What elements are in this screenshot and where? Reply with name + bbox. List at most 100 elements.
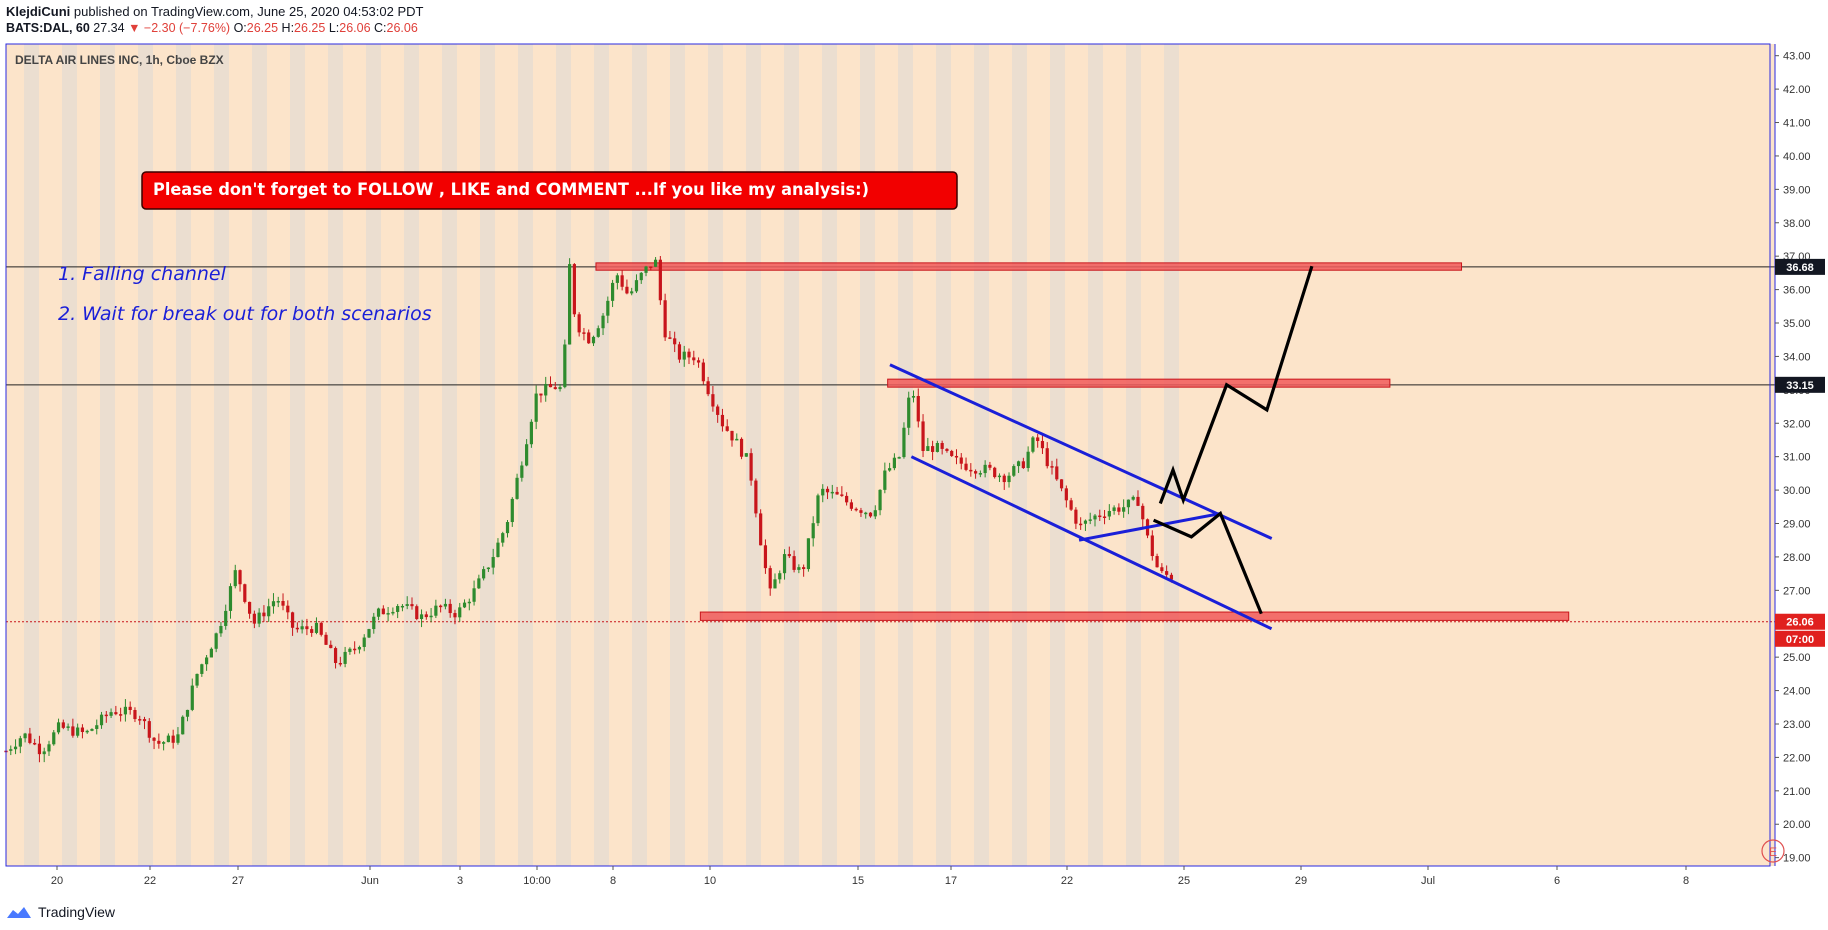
candle-body[interactable] <box>1165 571 1169 575</box>
candle-body[interactable] <box>462 602 467 608</box>
candle-body[interactable] <box>663 300 667 338</box>
candle-body[interactable] <box>353 648 357 651</box>
candle-body[interactable] <box>290 612 295 628</box>
candle-body[interactable] <box>835 491 839 495</box>
candle-body[interactable] <box>797 567 801 570</box>
candle-body[interactable] <box>276 601 280 603</box>
channel-line[interactable] <box>1078 512 1221 542</box>
candle-body[interactable] <box>677 344 682 360</box>
candle-body[interactable] <box>634 280 639 292</box>
candle-body[interactable] <box>90 728 94 731</box>
candle-body[interactable] <box>219 625 223 634</box>
plot-area[interactable] <box>6 44 1775 866</box>
candle-body[interactable] <box>988 464 992 468</box>
candle-body[interactable] <box>1155 556 1159 568</box>
candle-body[interactable] <box>152 737 156 741</box>
candle-body[interactable] <box>348 648 352 652</box>
projection-up-path[interactable] <box>1158 265 1314 505</box>
candle-body[interactable] <box>525 444 529 466</box>
candle-body[interactable] <box>673 338 677 345</box>
candle-body[interactable] <box>553 387 557 390</box>
candle-body[interactable] <box>1059 479 1064 489</box>
projection-down-path[interactable] <box>1152 510 1263 615</box>
candle-body[interactable] <box>706 381 710 395</box>
candle-body[interactable] <box>424 614 428 618</box>
candle-body[interactable] <box>649 266 653 268</box>
candle-body[interactable] <box>505 522 510 534</box>
candle-body[interactable] <box>802 567 806 570</box>
candle-body[interactable] <box>821 488 825 496</box>
candle-body[interactable] <box>477 578 481 589</box>
candle-body[interactable] <box>482 569 486 579</box>
candle-body[interactable] <box>997 475 1002 478</box>
candle-body[interactable] <box>825 488 830 493</box>
candle-body[interactable] <box>539 393 543 396</box>
candle-body[interactable] <box>921 421 925 452</box>
candle-body[interactable] <box>888 468 892 471</box>
candle-body[interactable] <box>1141 505 1145 520</box>
candle-body[interactable] <box>873 510 877 517</box>
candle-body[interactable] <box>735 438 739 441</box>
candle-body[interactable] <box>907 397 911 428</box>
candle-body[interactable] <box>935 442 939 452</box>
candle-body[interactable] <box>716 406 720 415</box>
candle-body[interactable] <box>701 362 705 382</box>
candle-body[interactable] <box>372 616 376 630</box>
candle-body[interactable] <box>1098 515 1102 518</box>
candle-body[interactable] <box>267 606 271 617</box>
candle-body[interactable] <box>778 573 782 580</box>
candle-body[interactable] <box>171 735 175 743</box>
candle-body[interactable] <box>286 605 290 613</box>
candle-body[interactable] <box>768 568 772 589</box>
candle-body[interactable] <box>534 393 538 422</box>
candle-body[interactable] <box>687 351 691 358</box>
candle-body[interactable] <box>1007 475 1011 483</box>
candle-body[interactable] <box>653 259 658 267</box>
candle-body[interactable] <box>773 579 777 589</box>
candle-body[interactable] <box>1016 461 1021 467</box>
candle-body[interactable] <box>176 734 180 743</box>
candle-body[interactable] <box>496 542 500 558</box>
candle-body[interactable] <box>300 626 304 630</box>
candle-body[interactable] <box>739 438 744 457</box>
candle-body[interactable] <box>1036 437 1040 442</box>
candle-body[interactable] <box>754 480 758 514</box>
channel-line[interactable] <box>889 363 1273 540</box>
candle-body[interactable] <box>911 395 916 398</box>
candle-body[interactable] <box>195 673 199 686</box>
candle-body[interactable] <box>114 712 118 715</box>
candle-body[interactable] <box>639 272 643 281</box>
candle-body[interactable] <box>759 513 763 546</box>
candle-body[interactable] <box>400 605 405 608</box>
candle-body[interactable] <box>205 657 209 665</box>
candle-body[interactable] <box>1055 466 1059 480</box>
candle-body[interactable] <box>730 430 734 441</box>
candle-body[interactable] <box>969 469 973 472</box>
candle-body[interactable] <box>782 554 787 574</box>
candle-body[interactable] <box>200 664 204 674</box>
candle-body[interactable] <box>1012 466 1016 476</box>
candle-body[interactable] <box>1079 523 1083 526</box>
candle-body[interactable] <box>56 722 61 733</box>
candle-body[interactable] <box>816 495 820 524</box>
candle-body[interactable] <box>458 607 462 618</box>
candle-body[interactable] <box>386 613 390 615</box>
candle-body[interactable] <box>1050 466 1054 468</box>
candle-body[interactable] <box>47 744 51 752</box>
candle-body[interactable] <box>71 726 75 736</box>
candle-body[interactable] <box>596 328 600 337</box>
candle-body[interactable] <box>572 264 576 315</box>
candle-body[interactable] <box>329 644 333 649</box>
candle-body[interactable] <box>104 714 108 717</box>
candle-body[interactable] <box>1160 567 1164 572</box>
candle-body[interactable] <box>582 332 586 334</box>
candle-body[interactable] <box>233 570 237 587</box>
candle-body[interactable] <box>357 646 362 650</box>
candle-body[interactable] <box>1112 507 1116 512</box>
candle-body[interactable] <box>1069 500 1073 510</box>
candle-body[interactable] <box>319 622 323 635</box>
candle-body[interactable] <box>1040 441 1045 449</box>
candle-body[interactable] <box>615 275 619 283</box>
candle-body[interactable] <box>228 586 233 611</box>
candle-body[interactable] <box>486 567 491 570</box>
